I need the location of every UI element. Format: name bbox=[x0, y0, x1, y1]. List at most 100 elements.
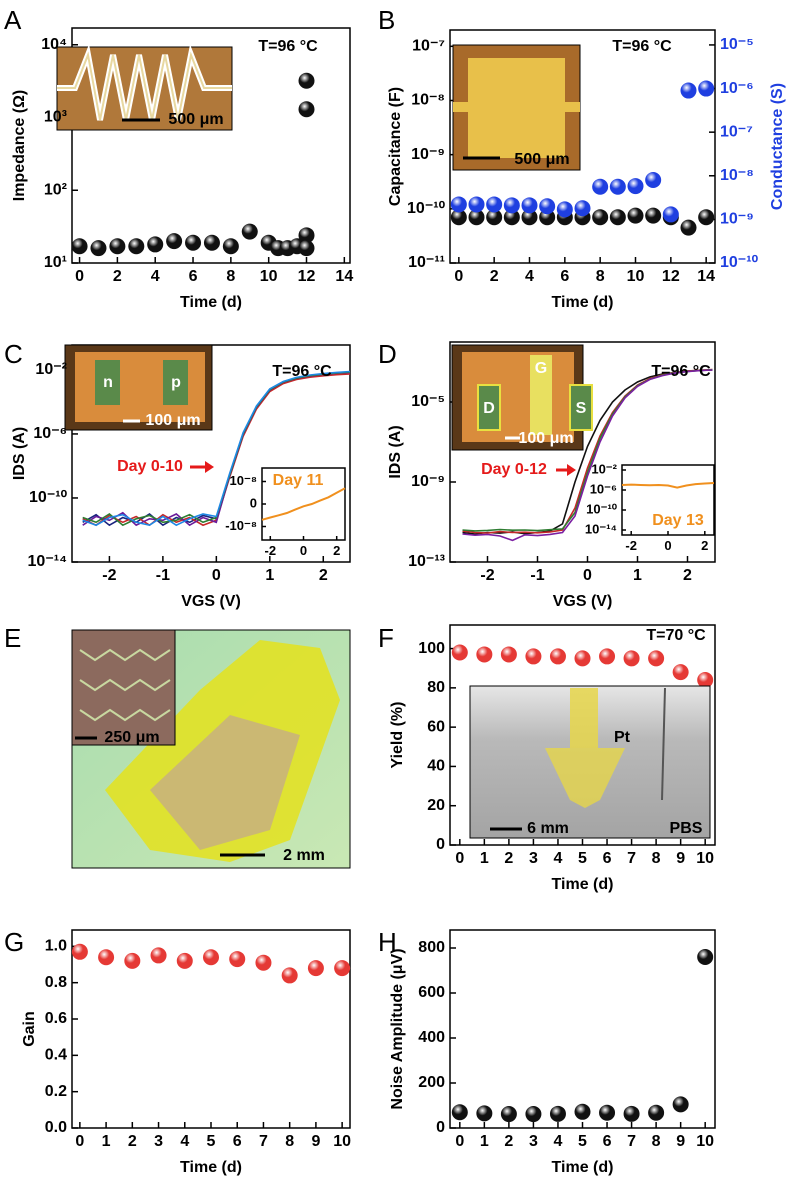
data-point bbox=[599, 1104, 616, 1121]
annotation: p bbox=[171, 374, 181, 391]
arrow-head bbox=[567, 464, 576, 476]
data-point bbox=[672, 664, 689, 681]
x-tick-label: 3 bbox=[154, 1133, 163, 1150]
data-point bbox=[307, 960, 324, 977]
x-tick-label: 4 bbox=[180, 1133, 189, 1150]
annotation: T=70 °C bbox=[646, 627, 706, 644]
y-tick-label: 800 bbox=[418, 939, 445, 956]
data-point bbox=[539, 209, 556, 226]
x-tick-label: 7 bbox=[627, 850, 636, 867]
data-point bbox=[281, 967, 298, 984]
axis-frame bbox=[261, 467, 346, 541]
x-tick-label: -2 bbox=[625, 538, 637, 553]
data-point bbox=[627, 178, 644, 195]
annotation: G bbox=[535, 360, 547, 377]
data-point bbox=[525, 648, 542, 665]
x-tick-label: 8 bbox=[652, 1133, 661, 1150]
data-point bbox=[90, 240, 107, 257]
data-point bbox=[71, 238, 88, 255]
y-tick-label: 10⁻¹⁰ bbox=[29, 489, 68, 506]
axis-frame bbox=[449, 29, 716, 264]
data-point bbox=[574, 1103, 591, 1120]
y-tick-label: 10⁴ bbox=[41, 36, 67, 53]
y-tick-label: 1.0 bbox=[45, 938, 67, 955]
photo-contact bbox=[95, 360, 120, 405]
axis-frame bbox=[449, 341, 716, 563]
photo-pattern bbox=[79, 648, 171, 722]
data-point bbox=[574, 650, 591, 667]
data-point bbox=[109, 238, 126, 255]
x-tick-label: 2 bbox=[333, 543, 340, 558]
annotation: S bbox=[576, 400, 587, 417]
y-tick-label: 0.0 bbox=[45, 1119, 67, 1136]
annotation: T=96 °C bbox=[651, 363, 711, 380]
photo-wire bbox=[661, 687, 666, 801]
data-point bbox=[298, 72, 315, 89]
data-point bbox=[599, 648, 616, 665]
y-tick-label: 0.2 bbox=[45, 1083, 67, 1100]
data-point bbox=[298, 227, 315, 244]
photo-trace bbox=[57, 51, 232, 121]
y-tick-label: 0 bbox=[436, 1119, 445, 1136]
panel-letter: E bbox=[4, 623, 21, 653]
x-tick-label: 3 bbox=[529, 850, 538, 867]
data-point bbox=[222, 238, 239, 255]
y-tick-label: 10⁻¹⁴ bbox=[28, 553, 68, 570]
x-tick-label: 6 bbox=[233, 1133, 242, 1150]
data-point bbox=[476, 646, 493, 663]
data-point bbox=[203, 234, 220, 251]
data-point bbox=[255, 954, 272, 971]
annotation: Day 0-10 bbox=[117, 458, 183, 475]
y-tick-label: 200 bbox=[418, 1074, 445, 1091]
photo-contact bbox=[477, 384, 501, 431]
arrow-head bbox=[205, 461, 214, 473]
data-point bbox=[71, 943, 88, 960]
series-label: Day 11 bbox=[273, 472, 324, 489]
x-tick-label: 8 bbox=[285, 1133, 294, 1150]
data-point bbox=[609, 209, 626, 226]
y-tick-label: 10⁻⁶ bbox=[590, 481, 617, 496]
data-point bbox=[697, 672, 714, 688]
x-tick-label: 1 bbox=[102, 1133, 111, 1150]
x-tick-label: 2 bbox=[683, 567, 692, 584]
x-tick-label: 2 bbox=[490, 268, 499, 285]
data-point bbox=[468, 196, 485, 213]
photo-device bbox=[545, 748, 625, 808]
data-point bbox=[521, 197, 538, 214]
data-point bbox=[662, 206, 679, 223]
data-point bbox=[525, 1106, 542, 1123]
x-tick-label: 0 bbox=[75, 268, 84, 285]
y-tick-label: 0.6 bbox=[45, 1010, 67, 1027]
data-point bbox=[241, 223, 258, 240]
y-tick-label: 10⁻¹⁴ bbox=[585, 521, 617, 536]
photo-pad bbox=[453, 102, 468, 112]
y-axis-label: IDS (A) bbox=[387, 425, 404, 478]
x-tick-label: 5 bbox=[207, 1133, 216, 1150]
data-point bbox=[698, 80, 715, 97]
y-tick-label: 10⁻⁸ bbox=[411, 92, 445, 109]
series-label: Day 13 bbox=[652, 512, 704, 529]
y-tick-label: 0 bbox=[436, 836, 445, 853]
x-tick-label: 0 bbox=[664, 538, 671, 553]
data-point bbox=[556, 201, 573, 218]
data-point bbox=[645, 207, 662, 224]
y-tick-label: 100 bbox=[418, 640, 445, 657]
data-point bbox=[451, 644, 468, 661]
data-point bbox=[627, 207, 644, 224]
data-point bbox=[592, 178, 609, 195]
x-tick-label: 0 bbox=[300, 543, 307, 558]
x-tick-label: -1 bbox=[530, 567, 544, 584]
x-tick-label: 2 bbox=[128, 1133, 137, 1150]
x-tick-label: -2 bbox=[480, 567, 494, 584]
data-point bbox=[680, 219, 697, 236]
data-point bbox=[623, 650, 640, 667]
x-tick-label: 9 bbox=[676, 1133, 685, 1150]
y-tick-label: 60 bbox=[427, 718, 445, 735]
data-point bbox=[185, 234, 202, 251]
y-tick-label: 10⁻² bbox=[591, 461, 617, 476]
x-tick-label: 14 bbox=[335, 268, 353, 285]
x-tick-label: 10 bbox=[696, 850, 714, 867]
y2-tick-label: 10⁻⁵ bbox=[720, 36, 754, 53]
y-tick-label: 10⁻¹⁰ bbox=[407, 200, 446, 217]
